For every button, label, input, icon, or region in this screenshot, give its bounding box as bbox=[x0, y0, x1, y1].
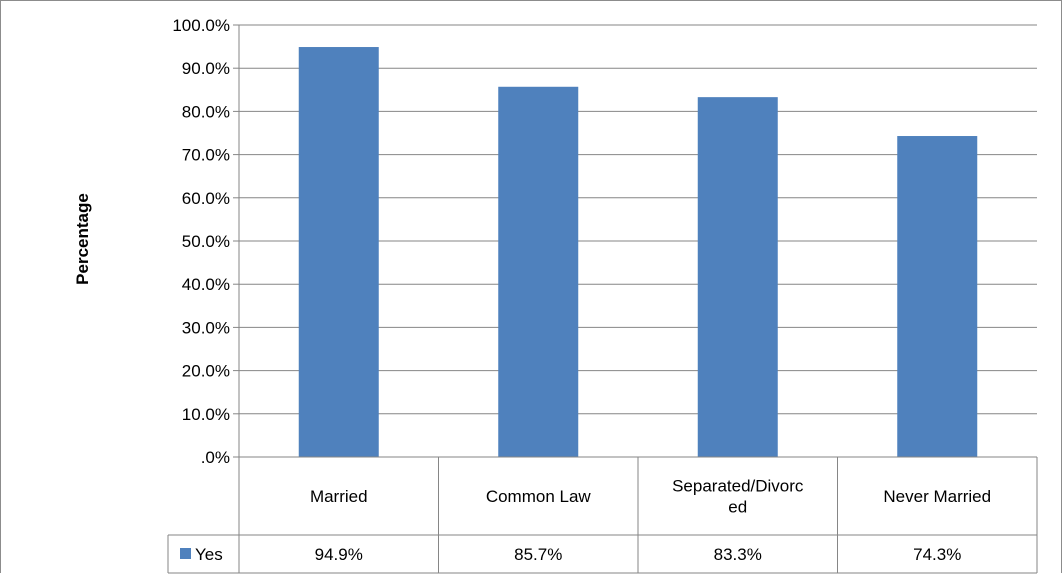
data-table-value: 74.3% bbox=[913, 545, 961, 564]
bars bbox=[298, 47, 978, 458]
bar bbox=[498, 86, 579, 457]
y-tick-label: .0% bbox=[201, 448, 230, 467]
y-tick-label: 70.0% bbox=[182, 146, 230, 165]
y-tick-label: 100.0% bbox=[172, 16, 230, 35]
category-label: Married bbox=[310, 487, 368, 506]
bar bbox=[697, 97, 778, 458]
y-tick-label: 80.0% bbox=[182, 102, 230, 121]
category-label: Common Law bbox=[486, 487, 592, 506]
data-table-value: 85.7% bbox=[514, 545, 562, 564]
category-label: ed bbox=[728, 498, 747, 517]
y-tick-label: 90.0% bbox=[182, 59, 230, 78]
legend-label: Yes bbox=[195, 545, 223, 564]
y-tick-label: 10.0% bbox=[182, 405, 230, 424]
y-axis-title: Percentage bbox=[73, 193, 92, 285]
legend-swatch bbox=[180, 548, 191, 559]
y-tick-label: 40.0% bbox=[182, 275, 230, 294]
data-table-value: 83.3% bbox=[714, 545, 762, 564]
bar bbox=[897, 136, 978, 458]
category-label: Separated/Divorc bbox=[672, 477, 804, 496]
data-table: Married Common Law Separated/Divorc ed Never… bbox=[167, 457, 1038, 574]
y-tick-label: 60.0% bbox=[182, 189, 230, 208]
category-label: Never Married bbox=[883, 487, 991, 506]
y-tick-label: 50.0% bbox=[182, 232, 230, 251]
data-table-value: 94.9% bbox=[315, 545, 363, 564]
y-tick-label: 30.0% bbox=[182, 318, 230, 337]
y-tick-label: 20.0% bbox=[182, 362, 230, 381]
bar bbox=[298, 47, 379, 457]
